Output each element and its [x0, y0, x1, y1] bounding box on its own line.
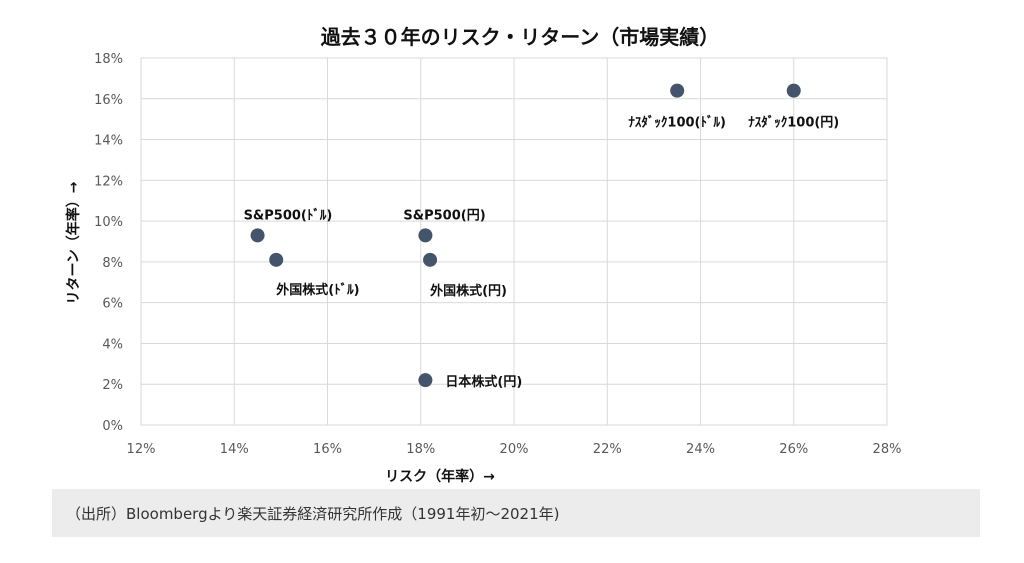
data-points [250, 83, 801, 388]
x-tick-label: 16% [313, 442, 342, 457]
data-point [250, 228, 265, 243]
grid-lines [140, 57, 888, 426]
y-tick-label: 4% [102, 337, 123, 352]
data-point-label: ﾅｽﾀﾞｯｸ100(ﾄﾞﾙ) [628, 115, 726, 131]
y-tick-label: 18% [94, 52, 123, 67]
x-tick-label: 14% [220, 442, 249, 457]
y-tick-label: 0% [102, 419, 123, 434]
data-point-label: ﾅｽﾀﾞｯｸ100(円) [748, 115, 839, 131]
source-note: （出所）Bloombergより楽天証券経済研究所作成（1991年初〜2021年) [66, 504, 560, 523]
data-point [418, 373, 433, 388]
y-tick-label: 12% [94, 174, 123, 189]
x-tick-label: 22% [593, 442, 622, 457]
source-note-bar: （出所）Bloombergより楽天証券経済研究所作成（1991年初〜2021年) [52, 489, 980, 537]
x-axis-label: リスク（年率）→ [385, 468, 495, 485]
y-tick-label: 10% [94, 215, 123, 230]
data-point-label: S&P500(円) [403, 208, 485, 223]
data-point [269, 252, 284, 267]
axis-tick-labels: 12% 14% 16% 18% 20% 22% 24% 26% 28% 0% 2% 4% 6% 8% 10%… [94, 52, 901, 457]
x-tick-label: 24% [686, 442, 715, 457]
x-tick-label: 28% [873, 442, 902, 457]
x-tick-label: 26% [779, 442, 808, 457]
x-tick-label: 20% [500, 442, 529, 457]
y-tick-label: 14% [94, 134, 123, 149]
chart-title: 過去３０年のリスク・リターン（市場実績） [321, 25, 720, 49]
data-point-label: 外国株式(円) [429, 283, 507, 299]
data-point [418, 228, 433, 243]
y-tick-label: 8% [102, 256, 123, 271]
data-point-labels: S&P500(ﾄﾞﾙ) 外国株式(ﾄﾞﾙ) S&P500(円) 外国株式(円) 日本株式… [244, 115, 840, 391]
data-point-label: S&P500(ﾄﾞﾙ) [244, 207, 333, 223]
y-axis-label: リターン（年率）→ [65, 181, 82, 304]
risk-return-scatter-chart: 過去３０年のリスク・リターン（市場実績） 12% 14% 16% 18% 20% 22% 2… [65, 25, 901, 485]
y-tick-label: 2% [102, 378, 123, 393]
x-tick-label: 12% [127, 442, 156, 457]
data-point-label: 外国株式(ﾄﾞﾙ) [275, 282, 359, 298]
data-point-label: 日本株式(円) [445, 374, 522, 390]
y-tick-label: 16% [94, 93, 123, 108]
x-tick-label: 18% [406, 442, 435, 457]
y-tick-label: 6% [102, 297, 123, 312]
data-point [786, 83, 801, 98]
data-point [423, 252, 438, 267]
data-point [670, 83, 685, 98]
